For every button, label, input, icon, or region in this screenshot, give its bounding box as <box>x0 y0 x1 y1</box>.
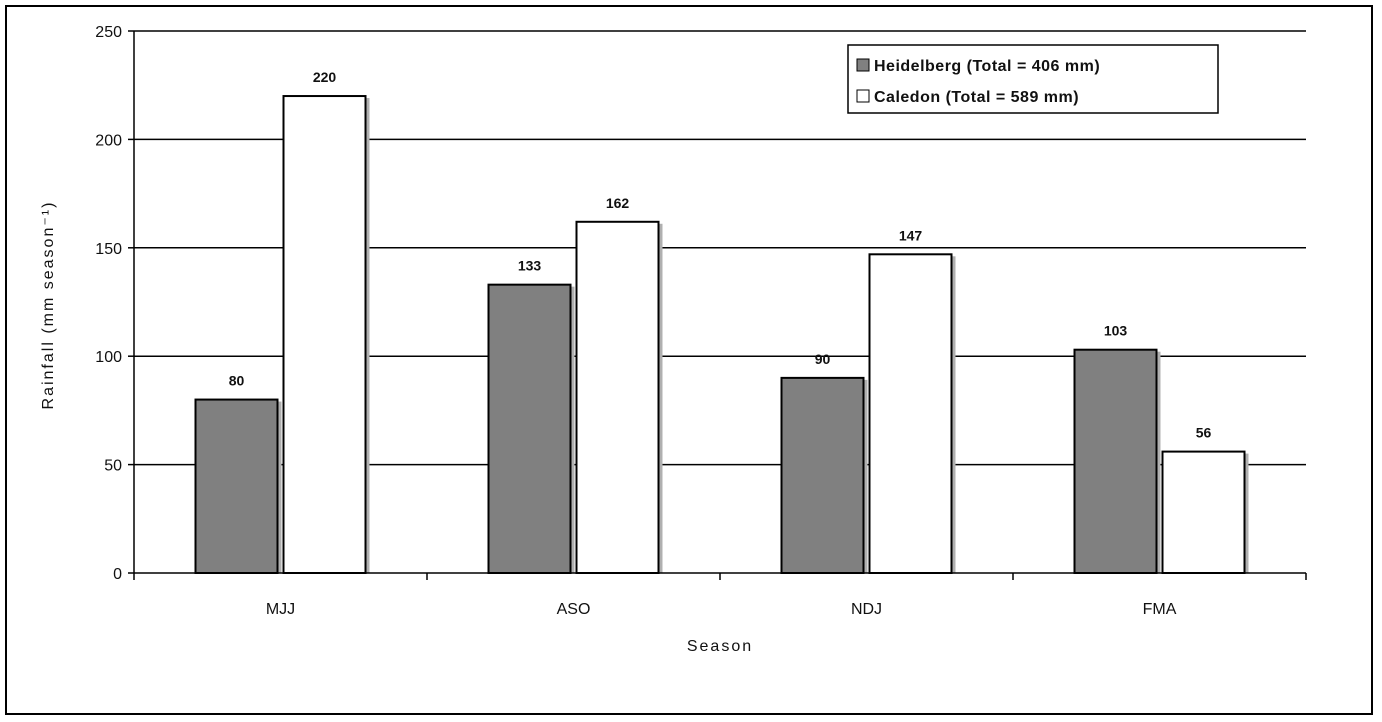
bar-heidelberg <box>487 283 572 574</box>
data-labels: 80 220 133 162 90 147 103 56 <box>229 69 1212 441</box>
data-label: 133 <box>518 258 542 274</box>
y-tick-label: 0 <box>113 566 122 583</box>
y-axis-title: Rainfall (mm season⁻¹) <box>40 201 57 410</box>
bar-caledon <box>575 220 660 574</box>
legend-swatch-heidelberg <box>856 58 870 72</box>
y-tick-label: 100 <box>95 349 122 366</box>
x-axis-title: Season <box>687 638 753 655</box>
axes: 0 50 100 150 200 250 MJJ ASO NDJ FMA <box>95 24 1307 618</box>
y-tick-label: 50 <box>104 458 122 475</box>
data-label: 80 <box>229 373 245 389</box>
data-label: 147 <box>899 227 923 243</box>
legend: Heidelberg (Total = 406 mm) Caledon (Tot… <box>847 44 1219 114</box>
bars <box>194 95 1249 575</box>
data-label: 56 <box>1196 425 1212 441</box>
legend-label-heidelberg: Heidelberg (Total = 406 mm) <box>874 58 1100 75</box>
data-label: 103 <box>1104 323 1128 339</box>
x-tick-label: MJJ <box>266 601 295 618</box>
x-tick-label: FMA <box>1143 601 1177 618</box>
bar-caledon <box>1161 450 1246 575</box>
bar-caledon <box>282 95 367 574</box>
data-label: 162 <box>606 195 630 211</box>
data-label: 90 <box>815 351 831 367</box>
bar-heidelberg <box>780 376 865 574</box>
data-label: 220 <box>313 69 337 85</box>
bar-heidelberg <box>194 398 279 574</box>
y-tick-label: 200 <box>95 132 122 149</box>
x-tick-label: NDJ <box>851 601 882 618</box>
legend-box <box>847 44 1219 114</box>
legend-label-caledon: Caledon (Total = 589 mm) <box>874 89 1079 106</box>
y-tick-label: 150 <box>95 241 122 258</box>
legend-swatch-caledon <box>856 89 870 103</box>
bar-heidelberg <box>1073 348 1158 575</box>
y-tick-label: 250 <box>95 24 122 41</box>
x-tick-label: ASO <box>557 601 591 618</box>
bar-caledon <box>868 253 953 575</box>
